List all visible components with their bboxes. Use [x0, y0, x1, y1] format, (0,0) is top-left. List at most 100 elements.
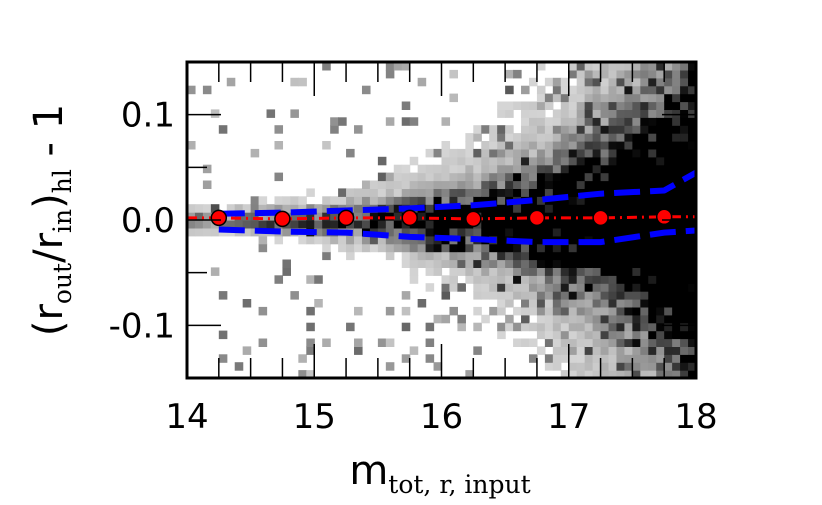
heatmap-cell: [584, 251, 594, 261]
heatmap-cell: [250, 204, 260, 213]
heatmap-cell: [505, 267, 514, 276]
heatmap-cell: [528, 204, 538, 213]
heatmap-cell: [592, 93, 602, 103]
heatmap-cell: [528, 101, 538, 110]
heatmap-cell: [552, 109, 562, 118]
heatmap-cell: [441, 275, 451, 284]
heatmap-cell: [457, 259, 466, 268]
heatmap-cell: [282, 259, 291, 268]
heatmap-cell: [616, 291, 626, 300]
heatmap-cell: [624, 77, 633, 87]
heatmap-cell: [346, 188, 355, 197]
heatmap-cell: [513, 322, 522, 332]
heatmap-cell: [680, 251, 689, 261]
heatmap-cell: [560, 275, 570, 284]
heatmap-cell: [521, 283, 530, 292]
heatmap-cell: [544, 172, 554, 182]
heatmap-cell: [648, 109, 657, 118]
heatmap-cell: [600, 188, 610, 197]
heatmap-cell: [688, 164, 697, 174]
heatmap-cell: [306, 220, 315, 229]
heatmap-cell: [528, 275, 538, 284]
heatmap-cell: [592, 180, 602, 189]
heatmap-cell: [632, 362, 641, 371]
heatmap-cell: [576, 164, 586, 174]
heatmap-cell: [536, 306, 546, 316]
heatmap-cell: [592, 322, 602, 332]
heatmap-cell: [672, 85, 681, 95]
heatmap-cell: [528, 180, 538, 189]
heatmap-cell: [393, 164, 403, 174]
heatmap-cell: [600, 275, 610, 284]
heatmap-cell: [552, 354, 562, 363]
heatmap-cell: [234, 204, 244, 213]
heatmap-cell: [600, 62, 610, 71]
heatmap-cell: [680, 330, 689, 340]
heatmap-cell: [672, 235, 681, 245]
heatmap-cell: [544, 338, 554, 347]
heatmap-cell: [361, 196, 371, 205]
heatmap-cell: [648, 314, 657, 324]
heatmap-cell: [624, 306, 633, 316]
heatmap-cell: [624, 267, 633, 276]
heatmap-cell: [322, 220, 331, 229]
heatmap-cell: [528, 196, 538, 205]
heatmap-cell: [187, 227, 196, 237]
heatmap-cell: [608, 299, 618, 308]
heatmap-cell: [656, 275, 665, 284]
heatmap-cell: [409, 251, 419, 261]
heatmap-cell: [505, 101, 514, 110]
heatmap-cell: [568, 196, 578, 205]
heatmap-cell: [457, 148, 466, 158]
heatmap-cell: [433, 188, 443, 197]
heatmap-cell: [608, 362, 618, 371]
heatmap-cell: [672, 141, 681, 150]
heatmap-cell: [401, 251, 411, 261]
heatmap-cell: [632, 243, 641, 253]
heatmap-cell: [401, 322, 411, 332]
heatmap-cell: [536, 346, 546, 355]
heatmap-cell: [624, 291, 633, 300]
series-line-median: [187, 215, 696, 221]
heatmap-cell: [187, 204, 196, 213]
heatmap-cell: [552, 148, 562, 158]
heatmap-cell: [592, 259, 602, 268]
heatmap-cell: [608, 204, 618, 213]
heatmap-cell: [258, 243, 268, 253]
heatmap-cell: [409, 259, 419, 268]
heatmap-cell: [481, 180, 490, 189]
heatmap-cell: [552, 275, 562, 284]
heatmap-cell: [528, 259, 538, 268]
heatmap-cell: [489, 283, 498, 292]
heatmap-cell: [385, 227, 395, 237]
heatmap-cell: [560, 354, 570, 363]
heatmap-cell: [544, 101, 554, 110]
heatmap-cell: [377, 172, 387, 182]
heatmap-cell: [624, 125, 633, 134]
heatmap-cell: [449, 267, 458, 276]
heatmap-cell: [536, 251, 546, 261]
heatmap-cell: [600, 306, 610, 316]
heatmap-cell: [497, 291, 506, 300]
heatmap-cell: [632, 370, 641, 379]
heatmap-cell: [338, 188, 347, 197]
heatmap-cell: [656, 85, 665, 95]
heatmap-cell: [632, 354, 641, 363]
heatmap-cell: [441, 180, 451, 189]
heatmap-cell: [640, 212, 649, 221]
heatmap-cell: [401, 259, 411, 268]
heatmap-cell: [234, 362, 244, 371]
y-axis-label-mid: /r: [26, 232, 72, 262]
heatmap-cell: [489, 306, 498, 316]
heatmap-cell: [234, 220, 244, 229]
heatmap-cell: [497, 109, 506, 118]
heatmap-cell: [600, 156, 610, 166]
heatmap-cell: [584, 291, 594, 300]
heatmap-cell: [600, 133, 610, 142]
heatmap-cell: [656, 314, 665, 324]
heatmap-cell: [521, 125, 530, 134]
heatmap-cell: [648, 346, 657, 355]
heatmap-cell: [560, 180, 570, 189]
heatmap-cell: [616, 314, 626, 324]
heatmap-cell: [521, 164, 530, 174]
